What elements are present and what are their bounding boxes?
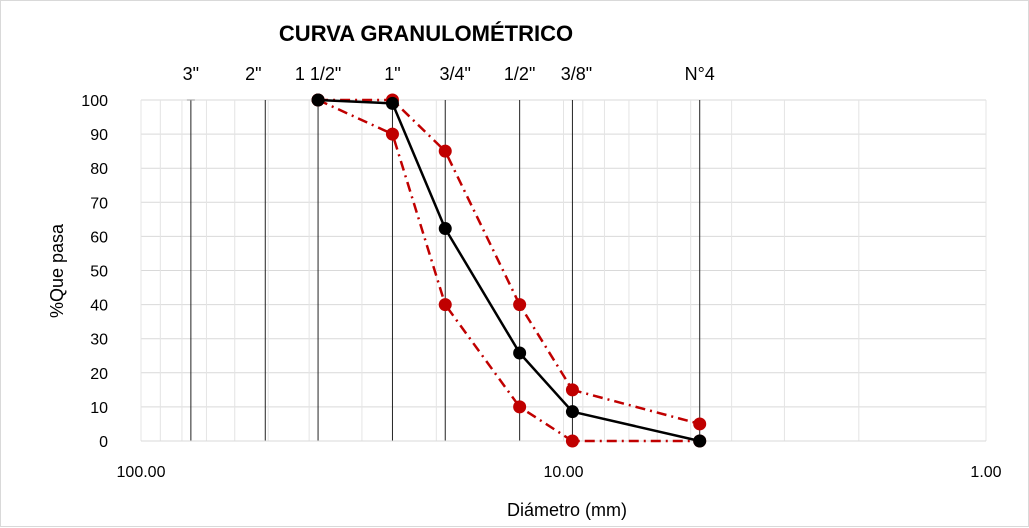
data-point [438,222,452,236]
x-axis-label: Diámetro (mm) [507,500,627,520]
y-tick-label: 30 [90,332,108,349]
sieve-label: 1" [384,64,400,84]
y-tick-label: 20 [90,366,108,383]
data-point [385,127,399,141]
series-line [317,98,700,443]
data-point [693,434,707,448]
data-point [513,346,527,360]
sieve-label: 3/8" [561,64,592,84]
data-point [438,298,452,312]
sieve-label: 1/2" [504,64,535,84]
sieve-label: 3" [183,64,199,84]
data-point [565,405,579,419]
y-tick-label: 90 [90,127,108,144]
data-point [513,400,527,414]
data-point [565,383,579,397]
x-tick-label: 100.00 [117,464,166,481]
x-tick-label: 1.00 [970,464,1001,481]
data-point [513,298,527,312]
chart-title: CURVA GRANULOMÉTRICO [279,21,573,46]
y-tick-label: 60 [90,229,108,246]
y-tick-label: 80 [90,161,108,178]
data-point [438,144,452,158]
sieve-label: 1 1/2" [295,64,341,84]
y-tick-label: 70 [90,195,108,212]
series-line [318,98,701,426]
series-line [318,98,700,443]
labels: CURVA GRANULOMÉTRICO Diámetro (mm) %Que … [47,21,1002,520]
sieve-label: N°4 [685,64,715,84]
y-tick-label: 40 [90,298,108,315]
y-tick-label: 50 [90,264,108,281]
data-point [565,434,579,448]
y-tick-label: 100 [81,93,108,110]
series [311,93,707,448]
sieve-label: 2" [245,64,261,84]
y-tick-label: 0 [99,434,108,451]
grid [140,99,987,441]
y-tick-label: 10 [90,400,108,417]
data-point [311,93,325,107]
data-point [693,417,707,431]
y-axis-label: %Que pasa [47,223,67,318]
sieve-label: 3/4" [440,64,471,84]
x-tick-label: 10.00 [543,464,583,481]
data-point [385,96,399,110]
